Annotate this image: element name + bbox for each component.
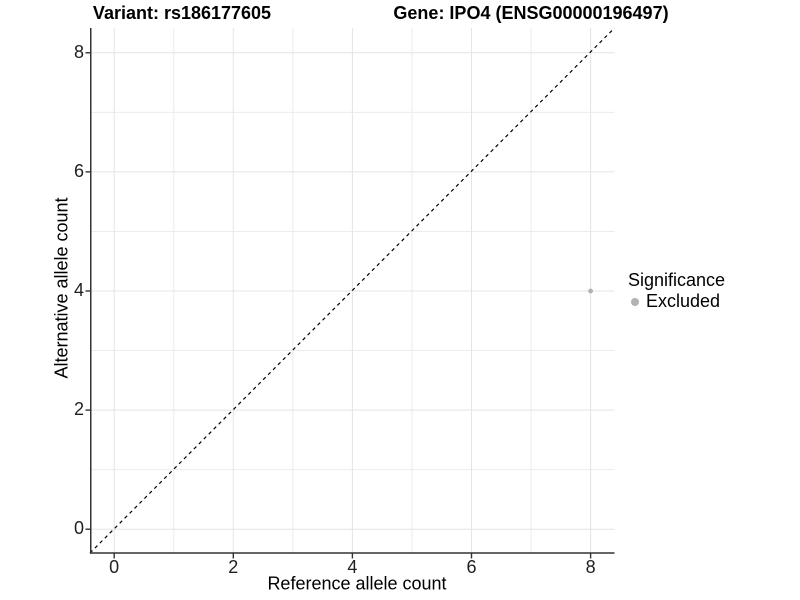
x-tick-label: 6 [466,557,477,577]
data-points [588,288,593,294]
x-axis-title: Reference allele count [267,573,447,594]
plot-title-gene: Gene: IPO4 (ENSG00000196497) [393,3,669,23]
axis-lines [90,28,615,554]
legend-entry-excluded: Excluded [628,291,725,312]
x-tick-label: 0 [109,557,120,577]
legend-title: Significance [628,270,726,290]
legend-entry-label: Excluded [646,291,721,311]
x-tick-label: 8 [585,557,596,577]
x-tick-label: 2 [228,557,239,577]
y-tick-label: 0 [73,518,84,539]
legend: Significance Excluded [628,270,725,312]
x-tick-label: 4 [347,557,358,577]
plot-title-variant: Variant: rs186177605 [92,3,272,23]
y-tick-label: 8 [73,41,84,62]
y-tick-label: 4 [73,280,84,300]
y-tick-label: 6 [73,160,84,181]
legend-circle-marker-icon [631,297,639,306]
y-tick-label: 2 [73,399,84,420]
axis-tick-marks [85,52,592,559]
identity-dashed-line [89,27,615,554]
